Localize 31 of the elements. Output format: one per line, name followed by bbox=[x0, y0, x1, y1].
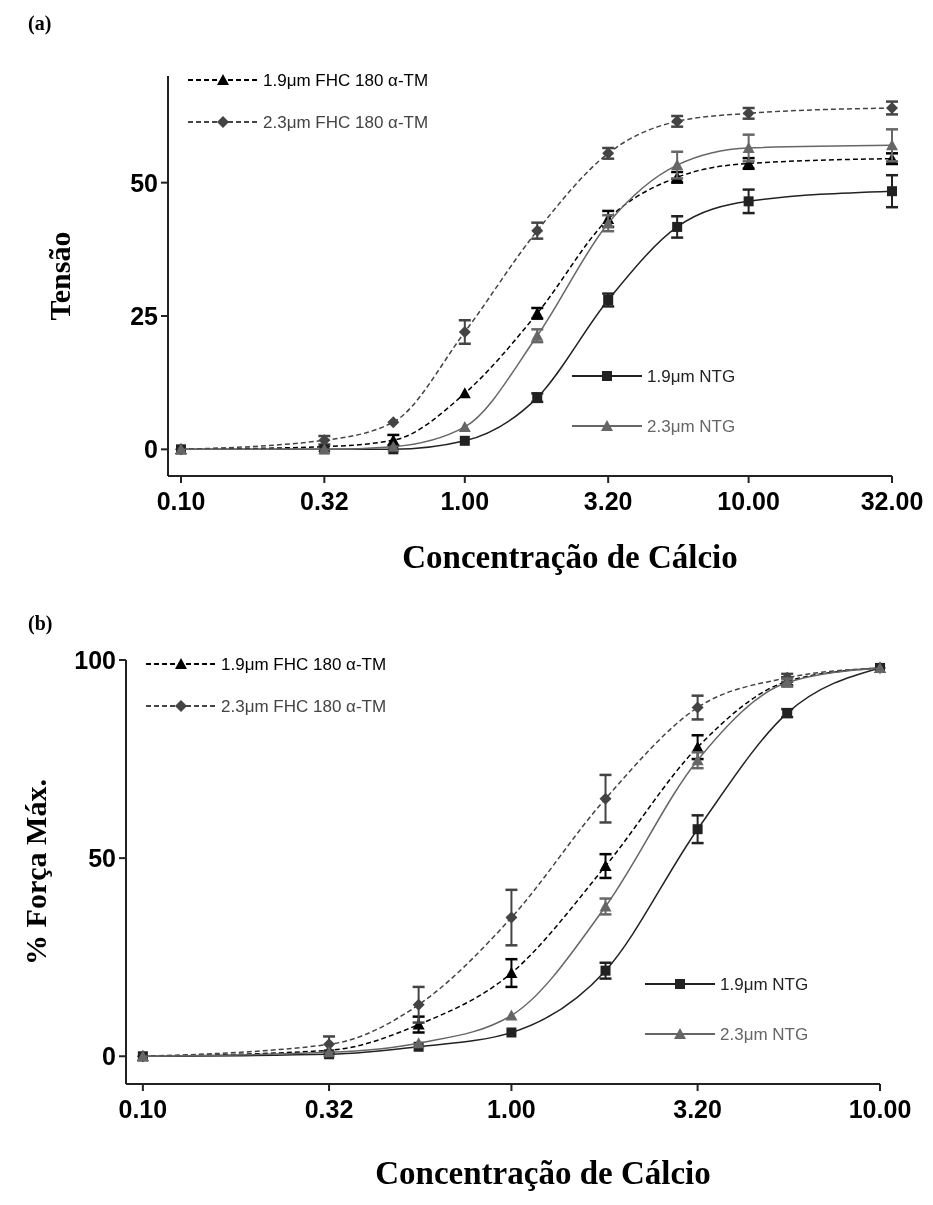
x-tick-label: 0.10 bbox=[118, 1095, 168, 1123]
legend-label: 2.3μm FHC 180 α-TM bbox=[221, 697, 387, 716]
y-axis-title: % Força Máx. bbox=[19, 779, 52, 965]
y-tick-label: 100 bbox=[74, 646, 116, 674]
chart-title: (a) bbox=[28, 12, 52, 35]
legend-label: 1.9μm FHC 180 α-TM bbox=[263, 71, 429, 90]
legend-label: 1.9μm FHC 180 α-TM bbox=[221, 655, 387, 674]
legend-label: 2.3μm FHC 180 α-TM bbox=[263, 113, 429, 132]
y-tick-label: 50 bbox=[88, 844, 116, 873]
x-tick-label: 1.00 bbox=[487, 1095, 536, 1123]
x-tick-label: 32.00 bbox=[860, 487, 924, 515]
legend-label: 2.3μm NTG bbox=[720, 1025, 809, 1044]
legend-label: 1.9μm NTG bbox=[647, 367, 736, 386]
x-tick-label: 1.00 bbox=[440, 487, 490, 515]
x-tick-label: 0.10 bbox=[156, 487, 206, 515]
x-tick-label: 0.32 bbox=[300, 487, 349, 515]
x-tick-label: 3.20 bbox=[673, 1095, 722, 1123]
legend-label: 1.9μm NTG bbox=[720, 975, 809, 994]
y-tick-label: 25 bbox=[130, 302, 159, 330]
x-axis-title: Concentração de Cálcio bbox=[375, 1155, 711, 1191]
x-axis-title: Concentração de Cálcio bbox=[402, 539, 738, 575]
y-tick-label: 50 bbox=[130, 168, 158, 197]
legend-label: 2.3μm NTG bbox=[647, 417, 736, 436]
chart-title: (b) bbox=[28, 612, 53, 635]
x-tick-label: 10.00 bbox=[848, 1095, 912, 1123]
x-tick-label: 3.20 bbox=[583, 487, 633, 515]
y-tick-label: 0 bbox=[144, 435, 158, 464]
x-tick-label: 0.32 bbox=[304, 1095, 354, 1123]
y-tick-label: 0 bbox=[102, 1042, 116, 1071]
x-tick-label: 10.00 bbox=[717, 487, 780, 515]
y-axis-title: Tensão bbox=[43, 231, 76, 321]
